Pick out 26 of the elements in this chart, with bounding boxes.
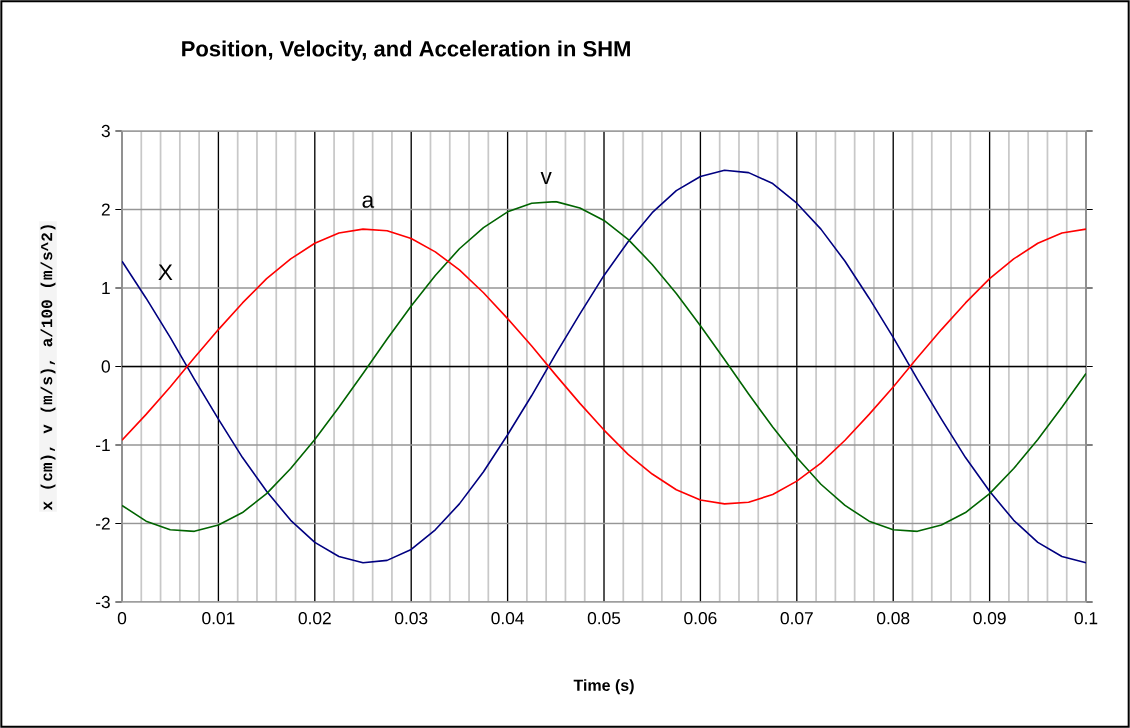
- y-tick-label: 3: [101, 124, 110, 138]
- x-tick-label: 0.07: [780, 612, 813, 625]
- series-label: v: [540, 172, 552, 185]
- x-axis-title: Time (s): [573, 679, 634, 695]
- y-tick-label: 0: [101, 360, 110, 373]
- x-tick-label: 0.04: [491, 612, 524, 625]
- x-tick-label: 0.02: [298, 612, 331, 625]
- x-tick-label: 0.01: [202, 612, 235, 625]
- line-series: [122, 228, 1087, 505]
- x-tick-label: 0: [117, 612, 127, 625]
- series-label: a: [362, 195, 375, 208]
- chart-title: Position, Velocity, and Acceleration in SHM: [182, 40, 630, 61]
- y-axis-title: x (cm), v (m/s), a/100 (m/s^2): [40, 225, 56, 511]
- y-tick-label: -3: [95, 595, 110, 609]
- x-tick-label: 0.05: [587, 612, 621, 625]
- x-tick-label: 0.08: [877, 612, 910, 625]
- y-tick-label: 1: [102, 282, 110, 294]
- series-label: X: [158, 264, 173, 281]
- y-tick-label: -1: [95, 439, 110, 451]
- x-tick-label: 0.1: [1074, 612, 1098, 625]
- line-series: [122, 169, 1087, 564]
- y-tick-label: 2: [101, 203, 110, 216]
- x-tick-label: 0.09: [973, 612, 1006, 625]
- y-tick-label: -2: [95, 517, 110, 530]
- x-tick-label: 0.03: [395, 612, 428, 625]
- x-tick-label: 0.06: [684, 612, 717, 625]
